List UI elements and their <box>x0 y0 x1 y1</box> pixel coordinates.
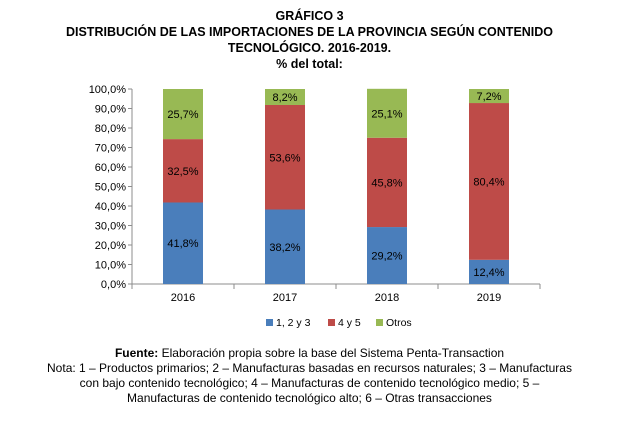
stacked-bar-chart: 0,0% 10,0% 20,0% 30,0% 40,0% 50,0% 60,0% 70,0% 8… <box>89 84 541 329</box>
chart-subtitle: % del total: <box>276 57 343 71</box>
y-tick-label: 0,0% <box>101 279 126 291</box>
chart-label: GRÁFICO 3 <box>275 9 344 23</box>
data-label: 45,8% <box>371 177 402 189</box>
bar-segment-1 <box>163 202 203 284</box>
bar-segment-3 <box>163 89 203 140</box>
data-label: 7,2% <box>476 91 501 103</box>
source-line: Fuente: Elaboración propia sobre la base… <box>20 346 599 361</box>
bar-segment-1 <box>469 259 509 284</box>
bar-segment-2 <box>469 103 509 260</box>
chart-notes: Fuente: Elaboración propia sobre la base… <box>20 346 599 406</box>
y-tick-label: 40,0% <box>95 201 126 213</box>
chart-title-line-2: TECNOLÓGICO. 2016-2019. <box>227 41 392 55</box>
y-tick-label: 70,0% <box>95 143 126 155</box>
note-line-3: Manufacturas de contenido tecnológico al… <box>127 391 492 405</box>
bar-segment-3 <box>367 88 407 138</box>
y-tick-label: 30,0% <box>95 221 126 233</box>
y-tick-label: 10,0% <box>95 260 126 272</box>
data-label: 80,4% <box>473 176 504 188</box>
bar-segment-1 <box>265 209 305 284</box>
legend-swatch-1 <box>266 319 273 326</box>
source-label: Fuente: <box>114 346 159 360</box>
bar-segment-3 <box>469 89 509 104</box>
y-tick-label: 80,0% <box>95 123 126 135</box>
data-label: 32,5% <box>167 166 198 178</box>
y-tick-label: 90,0% <box>95 104 126 116</box>
source-text: Elaboración propia sobre la base del Sis… <box>158 346 505 360</box>
x-tick-label: 2019 <box>477 292 501 304</box>
x-tick-label: 2016 <box>171 292 195 304</box>
data-label: 25,7% <box>167 109 198 121</box>
data-label: 29,2% <box>371 251 402 263</box>
legend-label: 1, 2 y 3 <box>276 317 311 329</box>
chart-title-block: GRÁFICO 3 DISTRIBUCIÓN DE LAS IMPORTACIO… <box>0 8 619 72</box>
note-line-2: con bajo contenido tecnológico; 4 – Manu… <box>79 376 540 390</box>
data-label: 53,6% <box>269 152 300 164</box>
bar-segment-2 <box>163 139 203 203</box>
bar-segment-3 <box>265 89 305 105</box>
legend-label: 4 y 5 <box>338 317 361 329</box>
bar-segment-1 <box>367 227 407 284</box>
x-tick-label: 2018 <box>375 292 399 304</box>
data-label: 25,1% <box>371 108 402 120</box>
x-tick-label: 2017 <box>273 292 297 304</box>
y-tick-label: 50,0% <box>95 182 126 194</box>
legend-label: Otros <box>386 317 412 329</box>
legend-swatch-3 <box>376 319 383 326</box>
y-tick-label: 60,0% <box>95 162 126 174</box>
data-label: 38,2% <box>269 242 300 254</box>
bar-segment-2 <box>265 104 305 210</box>
bar-segment-2 <box>367 137 407 228</box>
data-label: 8,2% <box>272 92 297 104</box>
legend-swatch-2 <box>328 319 335 326</box>
y-tick-label: 100,0% <box>89 84 127 96</box>
y-tick-label: 20,0% <box>95 240 126 252</box>
data-label: 12,4% <box>473 267 504 279</box>
note-line-1: Nota: 1 – Productos primarios; 2 – Manuf… <box>47 361 572 375</box>
data-label: 41,8% <box>167 238 198 250</box>
chart-title-line-1: DISTRIBUCIÓN DE LAS IMPORTACIONES DE LA … <box>65 25 554 39</box>
